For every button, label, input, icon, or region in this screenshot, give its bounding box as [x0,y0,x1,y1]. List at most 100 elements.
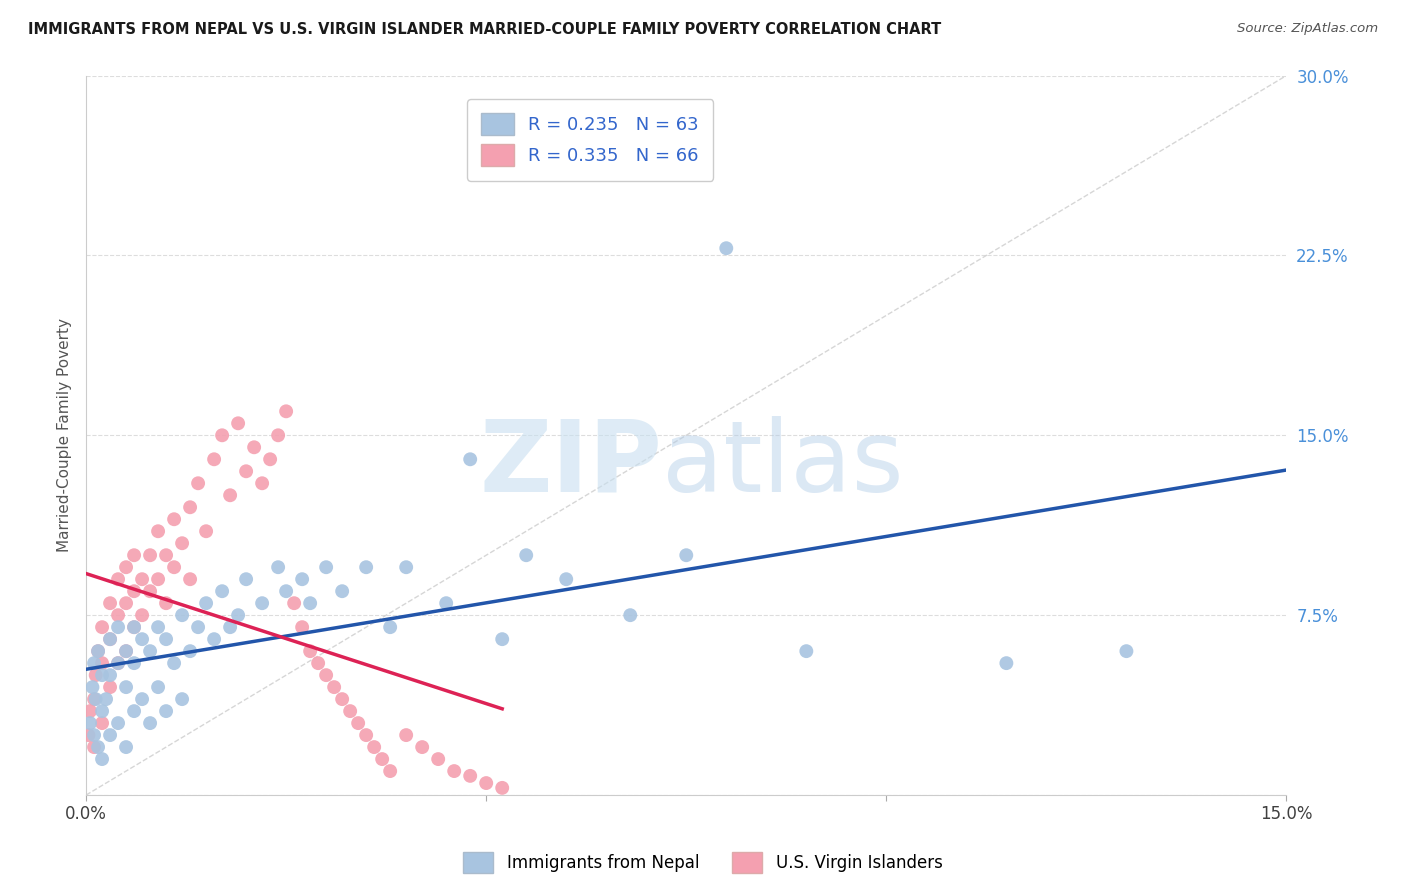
Point [107,656,129,670]
Legend: Immigrants from Nepal, U.S. Virgin Islanders: Immigrants from Nepal, U.S. Virgin Islan… [457,846,949,880]
Point [226,608,249,623]
Point [172,692,194,706]
Point [91,668,114,682]
Point [315,668,337,682]
Point [202,452,225,467]
Point [250,596,273,610]
Point [155,704,177,718]
Point [475,776,498,790]
Point [94,692,117,706]
Point [87,740,110,755]
Point [122,656,145,670]
Point [995,656,1018,670]
Point [131,572,153,586]
Point [98,632,121,647]
Point [139,548,162,562]
Point [458,452,481,467]
Point [380,764,402,778]
Point [219,620,242,634]
Point [354,560,377,574]
Point [91,704,114,718]
Point [155,548,177,562]
Point [91,620,114,634]
Point [276,404,298,418]
Point [363,740,385,755]
Point [91,716,114,731]
Point [115,644,138,658]
Text: ZIP: ZIP [479,416,662,513]
Point [283,596,305,610]
Point [443,764,465,778]
Text: Source: ZipAtlas.com: Source: ZipAtlas.com [1237,22,1378,36]
Point [323,680,346,694]
Legend: R = 0.235   N = 63, R = 0.335   N = 66: R = 0.235 N = 63, R = 0.335 N = 66 [467,99,713,181]
Text: IMMIGRANTS FROM NEPAL VS U.S. VIRGIN ISLANDER MARRIED-COUPLE FAMILY POVERTY CORR: IMMIGRANTS FROM NEPAL VS U.S. VIRGIN ISL… [28,22,942,37]
Point [79,716,101,731]
Point [195,524,218,539]
Point [87,644,110,658]
Point [122,620,145,634]
Point [179,572,201,586]
Point [491,780,513,795]
Point [515,548,537,562]
Point [98,680,121,694]
Point [339,704,361,718]
Point [91,752,114,766]
Point [211,584,233,599]
Point [427,752,450,766]
Point [83,692,105,706]
Point [139,644,162,658]
Point [122,584,145,599]
Point [139,716,162,731]
Point [82,680,104,694]
Point [219,488,242,502]
Point [411,740,433,755]
Point [107,716,129,731]
Point [259,452,281,467]
Point [107,656,129,670]
Point [91,656,114,670]
Point [794,644,817,658]
Text: atlas: atlas [662,416,904,513]
Point [235,572,257,586]
Point [619,608,641,623]
Point [146,680,169,694]
Point [122,620,145,634]
Point [347,716,370,731]
Point [131,632,153,647]
Point [330,584,353,599]
Point [83,740,105,755]
Point [131,608,153,623]
Point [115,560,138,574]
Point [107,608,129,623]
Point [155,596,177,610]
Point [371,752,394,766]
Point [172,608,194,623]
Point [307,656,329,670]
Point [98,668,121,682]
Point [146,572,169,586]
Point [675,548,697,562]
Point [226,417,249,431]
Point [107,620,129,634]
Point [202,632,225,647]
Point [115,740,138,755]
Point [146,524,169,539]
Point [211,428,233,442]
Y-axis label: Married-Couple Family Poverty: Married-Couple Family Poverty [58,318,72,552]
Point [235,464,257,478]
Point [299,596,322,610]
Point [267,428,290,442]
Point [163,656,186,670]
Point [179,644,201,658]
Point [83,656,105,670]
Point [172,536,194,550]
Point [395,560,418,574]
Point [195,596,218,610]
Point [716,241,738,255]
Point [79,704,101,718]
Point [315,560,337,574]
Point [84,692,107,706]
Point [83,728,105,742]
Point [299,644,322,658]
